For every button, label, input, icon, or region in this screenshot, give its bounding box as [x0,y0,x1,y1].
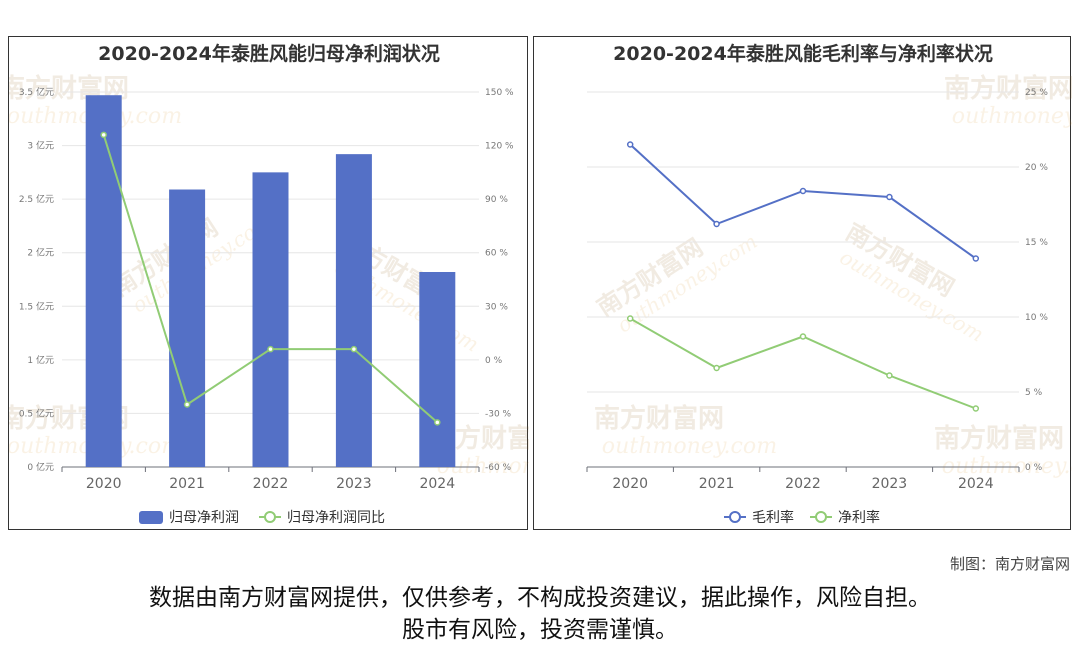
bar-2020 [85,95,122,467]
right-chart-panel: 南方财富网outhmoney.com南方财富网outhmoney.com南方财富… [533,36,1072,530]
y-right-tick-label: 0 % [485,356,503,366]
series-2-point-2023 [886,372,893,379]
y-left-tick-label: 1 亿元 [27,354,54,366]
legend-bar-swatch [139,511,163,524]
y-left-tick-label: 0 亿元 [27,461,54,473]
x-tick-label: 2021 [169,476,205,492]
series-1-point-2021 [713,220,720,228]
series-1-point-2024 [972,255,980,262]
x-tick-label: 2022 [785,476,821,492]
watermark-text: 南方财富网 [594,403,724,434]
chart-title: 2020-2024年泰胜风能毛利率与净利率状况 [613,42,993,65]
watermark-en-text: outhmoney.com [942,453,1072,479]
watermark-en-text: outhmoney.com [952,103,1072,129]
yoy-point-2024 [434,419,441,426]
legend-line-label: 归母净利润同比 [287,509,385,526]
y-right-tick-label: -30 % [485,409,512,419]
series-1-point-2020 [626,141,634,148]
y-right-tick-label: 15 % [1025,238,1048,248]
watermark-text: 南方财富网 [944,73,1072,104]
y-left-tick-label: 2 亿元 [27,247,54,259]
y-left-tick-label: 3 亿元 [27,140,54,152]
series-1-point-2022 [799,187,807,195]
y-right-tick-label: -60 % [485,463,512,473]
legend-label-1: 毛利率 [752,509,794,526]
legend-label-2: 净利率 [838,509,880,526]
y-right-tick-label: 5 % [1025,388,1043,398]
yoy-point-2021 [183,401,191,408]
chart-credit: 制图：南方财富网 [949,555,1070,573]
x-tick-label: 2021 [699,476,735,492]
x-tick-label: 2020 [612,476,648,492]
y-right-tick-label: 20 % [1025,163,1048,173]
legend-line-marker [264,511,276,523]
y-right-tick-label: 0 % [1025,463,1043,473]
y-right-tick-label: 90 % [485,195,508,205]
x-tick-label: 2024 [958,476,994,492]
y-right-tick-label: 120 % [485,142,514,152]
y-right-tick-label: 25 % [1025,88,1048,98]
x-tick-label: 2020 [86,476,122,492]
right-chart: 南方财富网outhmoney.com南方财富网outhmoney.com南方财富… [586,42,1072,526]
left-chart-panel: 南方财富网outhmoney.com南方财富网outhmoney.com南方财富… [8,36,529,530]
yoy-point-2022 [267,345,274,353]
bar-2024 [419,272,456,467]
x-tick-label: 2023 [872,476,908,492]
series-2-point-2022 [799,333,807,340]
watermark-en-text: outhmoney.com [602,433,777,459]
y-right-tick-label: 150 % [485,88,514,98]
y-right-tick-label: 10 % [1025,313,1048,323]
bar-2022 [252,172,289,467]
y-left-tick-label: 3.5 亿元 [19,86,54,98]
y-right-tick-label: 60 % [485,249,508,259]
y-left-tick-label: 2.5 亿元 [19,193,54,205]
series-line-2 [629,317,977,410]
legend-marker-2 [815,511,827,523]
legend-marker-1 [729,511,741,523]
yoy-point-2023 [350,345,358,353]
y-left-tick-label: 0.5 亿元 [19,407,54,419]
x-tick-label: 2024 [419,476,455,492]
yoy-point-2020 [100,131,107,139]
disclaimer-line-2: 股市有风险，投资需谨慎。 [402,617,678,643]
y-right-tick-label: 30 % [485,302,508,312]
disclaimer-line-1: 数据由南方财富网提供，仅供参考，不构成投资建议，据此操作，风险自担。 [149,585,931,611]
x-tick-label: 2022 [253,476,289,492]
y-left-tick-label: 1.5 亿元 [19,300,54,312]
series-1-point-2023 [886,193,893,201]
series-2-point-2020 [626,315,634,322]
chart-title: 2020-2024年泰胜风能归母净利润状况 [98,42,440,65]
series-2-point-2024 [972,405,980,412]
left-chart: 南方财富网outhmoney.com南方财富网outhmoney.com南方财富… [9,42,529,526]
watermark-text: 南方财富网 [934,423,1064,454]
x-tick-label: 2023 [336,476,372,492]
bar-2021 [169,189,206,467]
bar-2023 [335,154,372,467]
legend-bar-label: 归母净利润 [169,509,239,526]
series-2-point-2021 [713,364,720,372]
